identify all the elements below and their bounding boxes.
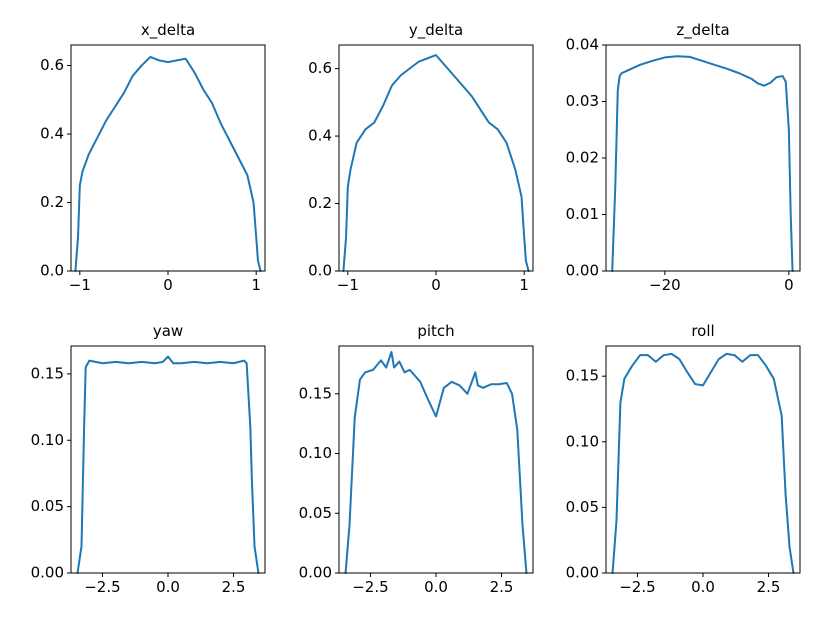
plot-frame [605, 345, 801, 574]
x-tick-label: −2.5 [84, 578, 120, 596]
x-tick-label: 0 [431, 276, 441, 294]
x-tick-label: 0.0 [691, 578, 715, 596]
x-tick-label: 2.5 [490, 578, 514, 596]
x-tick-label: 2.5 [757, 578, 781, 596]
x-tick-label: 0 [163, 276, 173, 294]
x-tick-label: −1 [69, 276, 91, 294]
x-tick-label: −2.5 [352, 578, 388, 596]
subplot-x-delta: x_delta 0.0 0.2 0.4 0.6 −1 0 1 [40, 21, 266, 294]
y-tick-label: 0.05 [299, 504, 332, 522]
x-tick-label: 0 [784, 276, 794, 294]
density-line [611, 55, 794, 272]
y-tick-label: 0.4 [308, 127, 332, 145]
x-tick-label: 0.0 [424, 578, 448, 596]
plot-frame [70, 345, 266, 574]
subplot-title: roll [691, 322, 714, 340]
y-tick-label: 0.01 [566, 205, 599, 223]
y-tick-label: 0.10 [566, 432, 599, 450]
y-tick-label: 0.03 [566, 92, 599, 110]
density-line [74, 55, 262, 272]
plot-frame [338, 345, 534, 574]
y-tick-label: 0.2 [40, 193, 64, 211]
x-tick-label: −2.5 [619, 578, 655, 596]
y-tick-label: 0.10 [299, 444, 332, 462]
x-tick-label: 1 [519, 276, 529, 294]
y-tick-label: 0.6 [308, 59, 332, 77]
y-tick-label: 0.15 [566, 367, 599, 385]
x-tick-label: 0.0 [156, 578, 180, 596]
x-tick-label: −20 [649, 276, 681, 294]
x-tick-label: 2.5 [222, 578, 246, 596]
y-tick-label: 0.2 [308, 194, 332, 212]
subplot-z-delta: z_delta 0.00 0.01 0.02 0.03 0.04 −20 0 [566, 21, 801, 294]
subplot-roll: roll 0.00 0.05 0.10 0.15 −2.5 0.0 2.5 [566, 322, 801, 596]
density-line [342, 54, 530, 272]
y-tick-label: 0.0 [40, 262, 64, 280]
y-tick-label: 0.00 [31, 564, 64, 582]
subplot-title: yaw [153, 322, 183, 340]
y-tick-label: 0.15 [31, 364, 64, 382]
plot-frame [605, 44, 801, 272]
y-tick-label: 0.4 [40, 125, 64, 143]
y-tick-label: 0.00 [566, 262, 599, 280]
density-line [76, 355, 260, 574]
y-tick-label: 0.15 [299, 384, 332, 402]
density-line [611, 352, 795, 574]
x-tick-label: −1 [337, 276, 359, 294]
plot-frame [338, 44, 534, 272]
subplot-title: x_delta [141, 21, 195, 40]
subplot-title: pitch [417, 322, 454, 340]
subplot-title: z_delta [676, 21, 729, 40]
y-tick-label: 0.6 [40, 56, 64, 74]
plot-frame [70, 44, 266, 272]
y-tick-label: 0.00 [299, 564, 332, 582]
y-tick-label: 0.04 [566, 36, 599, 54]
subplot-pitch: pitch 0.00 0.05 0.10 0.15 −2.5 0.0 2.5 [299, 322, 534, 596]
y-tick-label: 0.02 [566, 149, 599, 167]
y-tick-label: 0.00 [566, 564, 599, 582]
y-tick-label: 0.10 [31, 431, 64, 449]
density-line [344, 350, 528, 574]
x-tick-label: 1 [251, 276, 261, 294]
subplot-y-delta: y_delta 0.0 0.2 0.4 0.6 −1 0 1 [308, 21, 534, 294]
y-tick-label: 0.05 [566, 498, 599, 516]
y-tick-label: 0.0 [308, 262, 332, 280]
subplot-yaw: yaw 0.00 0.05 0.10 0.15 −2.5 0.0 2.5 [31, 322, 266, 596]
y-tick-label: 0.05 [31, 497, 64, 515]
subplot-title: y_delta [409, 21, 463, 40]
